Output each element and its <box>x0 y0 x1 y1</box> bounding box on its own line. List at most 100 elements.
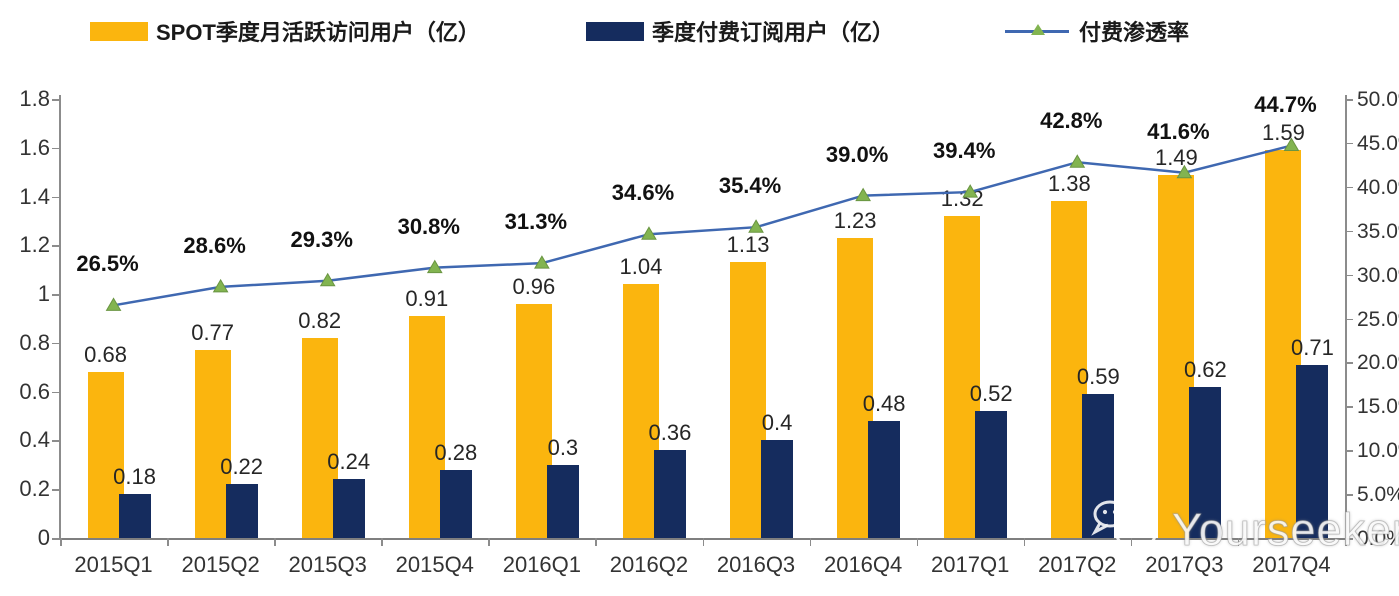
x-axis-category-label: 2017Q2 <box>1038 552 1117 577</box>
left-axis-tick <box>52 391 60 394</box>
triangle-marker <box>426 259 443 274</box>
x-axis-tick <box>702 538 704 546</box>
x-axis-tick <box>1023 538 1026 546</box>
left-axis-tick-label: 1 <box>37 281 50 307</box>
bar-mau-value-label: 0.68 <box>84 342 127 368</box>
bar-mau-value-label: 0.77 <box>191 320 235 346</box>
right-axis-tick-label: 15.0% <box>1357 395 1399 419</box>
penetration-value-label: 28.6% <box>183 232 246 258</box>
legend-label-mau: SPOT季度月活跃访问用户（亿） <box>156 20 480 45</box>
left-axis-tick <box>52 147 60 150</box>
bar-subscribers-value-label: 0.59 <box>1076 364 1120 390</box>
penetration-value-label: 29.3% <box>290 226 353 252</box>
right-axis-tick-label: 10.0% <box>1357 439 1399 463</box>
x-axis-tick <box>595 538 597 546</box>
bar-mau-value-label: 0.91 <box>405 286 449 312</box>
bar-subscribers-value-label: 0.24 <box>327 449 371 475</box>
triangle-marker <box>1069 154 1086 168</box>
right-axis-tick <box>1345 450 1353 452</box>
bar-subscribers <box>975 411 1008 538</box>
right-axis-tick <box>1345 186 1353 189</box>
penetration-value-label: 39.4% <box>933 138 996 164</box>
left-axis-tick <box>52 99 60 101</box>
left-axis-tick <box>52 294 60 296</box>
bar-subscribers <box>761 440 794 538</box>
legend-line-marker-icon <box>1005 22 1069 41</box>
x-axis-tick <box>274 538 276 546</box>
triangle-marker <box>641 226 657 240</box>
bar-mau <box>730 262 767 538</box>
bar-mau-value-label: 1.13 <box>726 232 770 258</box>
right-axis-tick-label: 45.0% <box>1357 131 1399 155</box>
bar-subscribers <box>332 479 365 538</box>
bar-subscribers <box>868 420 901 538</box>
left-axis-tick <box>52 342 60 345</box>
x-axis-tick <box>381 538 383 546</box>
legend-item-subs: 季度付费订阅用户（亿） <box>586 16 894 46</box>
left-axis-tick-label: 1.2 <box>19 232 50 258</box>
bar-subscribers-value-label: 0.52 <box>969 381 1013 407</box>
legend-swatch-mau <box>90 21 148 41</box>
x-axis-tick <box>809 538 812 546</box>
x-axis-category-label: 2015Q4 <box>395 552 474 577</box>
bar-subscribers-value-label: 0.71 <box>1291 334 1334 360</box>
x-axis-category-label: 2015Q3 <box>288 552 367 577</box>
watermark: Yourseeker <box>1088 496 1399 564</box>
bar-subscribers-value-label: 0.22 <box>220 454 264 480</box>
right-axis-tick-label: 0.0% <box>1357 527 1399 550</box>
bar-mau <box>194 350 231 538</box>
x-axis-tick <box>1237 538 1240 546</box>
left-axis-line <box>59 95 61 538</box>
penetration-value-label: 39.0% <box>825 141 889 167</box>
bar-subscribers <box>546 464 579 538</box>
left-axis-tick-label: 0.2 <box>19 476 50 502</box>
triangle-marker <box>212 278 229 293</box>
x-axis-tick <box>1130 538 1133 546</box>
right-axis-tick <box>1345 406 1353 408</box>
legend-item-mau: SPOT季度月活跃访问用户（亿） <box>90 16 480 46</box>
bar-subscribers-value-label: 0.3 <box>547 434 579 460</box>
right-axis-tick-label: 40.0% <box>1357 175 1399 199</box>
x-axis-tick <box>916 538 919 546</box>
bar-subscribers-value-label: 0.36 <box>648 420 692 446</box>
bar-subscribers <box>1082 394 1115 538</box>
x-axis-category-label: 2016Q4 <box>823 552 903 577</box>
left-axis-tick <box>52 489 60 491</box>
bar-subscribers-value-label: 0.18 <box>113 464 156 490</box>
x-axis-category-label: 2016Q1 <box>502 552 582 577</box>
x-axis-tick <box>60 538 62 546</box>
left-axis-tick <box>52 538 60 540</box>
right-axis-tick <box>1345 142 1353 145</box>
wechat-icon <box>1091 500 1159 561</box>
bar-mau-value-label: 0.82 <box>298 308 342 333</box>
bar-mau-value-label: 1.23 <box>833 208 877 234</box>
right-axis-tick <box>1345 318 1353 320</box>
triangle-marker <box>105 297 122 311</box>
x-axis-tick <box>1345 538 1347 546</box>
bar-mau <box>515 303 552 538</box>
bar-subscribers <box>439 469 472 538</box>
triangle-marker <box>748 219 764 233</box>
x-axis-category-label: 2017Q3 <box>1145 552 1224 577</box>
penetration-value-label: 26.5% <box>76 251 139 277</box>
right-axis-tick <box>1345 230 1353 233</box>
right-axis-tick-label: 25.0% <box>1357 307 1399 331</box>
triangle-marker <box>534 255 550 269</box>
right-axis-tick-label: 35.0% <box>1357 219 1399 243</box>
bar-mau-value-label: 1.32 <box>940 186 984 212</box>
penetration-value-label: 34.6% <box>611 180 675 206</box>
bar-mau <box>408 316 445 538</box>
triangle-marker <box>319 272 336 287</box>
left-axis-tick <box>52 440 60 442</box>
bar-mau <box>87 372 124 538</box>
x-axis-category-label: 2017Q4 <box>1252 552 1331 577</box>
penetration-value-label: 41.6% <box>1147 118 1210 144</box>
bar-mau-value-label: 1.59 <box>1262 120 1305 146</box>
bar-subscribers <box>118 494 151 538</box>
x-axis-category-label: 2016Q3 <box>716 552 796 577</box>
bar-mau <box>622 284 659 538</box>
bar-subscribers <box>1296 364 1329 538</box>
right-axis-tick-label: 50.0% <box>1357 88 1399 111</box>
penetration-value-label: 30.8% <box>397 213 460 239</box>
left-axis-tick-label: 1.6 <box>19 134 50 160</box>
